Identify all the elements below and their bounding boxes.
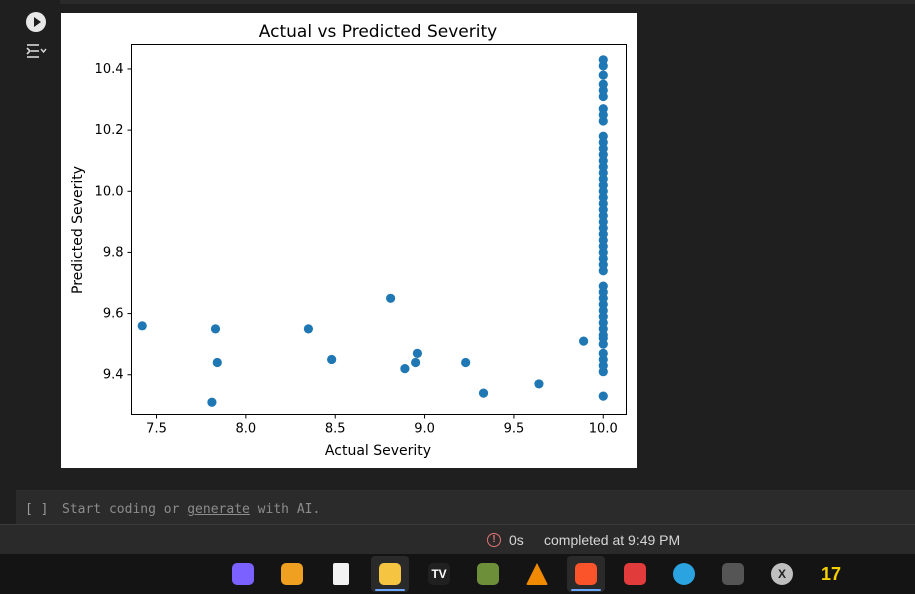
cell-run-bracket[interactable]: [ ] — [25, 502, 49, 517]
data-point — [327, 354, 337, 365]
file-explorer-icon — [379, 563, 401, 585]
error-circle-icon[interactable]: ! — [487, 533, 501, 547]
cell-spacer — [60, 468, 915, 488]
y-axis-label: Predicted Severity — [70, 166, 86, 294]
y-tick-label: 9.8 — [103, 245, 124, 260]
taskbar-file-explorer-button[interactable] — [371, 556, 409, 592]
data-point — [478, 388, 489, 398]
data-point — [598, 55, 608, 65]
plot-frame — [131, 44, 627, 415]
taskbar-copilot-button[interactable] — [224, 556, 262, 592]
generate-link[interactable]: generate — [187, 502, 250, 517]
x-tick-label: 9.0 — [414, 422, 435, 437]
data-point — [598, 104, 608, 114]
data-point — [303, 324, 314, 334]
data-point — [411, 357, 421, 368]
editor-placeholder[interactable]: Start coding or generate with AI. — [62, 502, 320, 517]
x-axis-label: Actual Severity — [325, 443, 431, 459]
cell-gutter — [0, 0, 60, 488]
plot-output: Actual vs Predicted Severity 7.5 8.0 8.5 9.… — [61, 13, 637, 468]
data-point — [598, 348, 608, 358]
placeholder-suffix: with AI. — [249, 502, 321, 517]
status-elapsed: 0s — [509, 532, 524, 548]
data-point — [212, 357, 222, 368]
status-completed: completed at 9:49 PM — [544, 532, 681, 548]
axis-ticks: 7.5 8.0 8.5 9.0 9.5 10.0 9.4 9.6 9.8 10.0 10.2 10.4 — [95, 62, 618, 437]
data-point — [598, 281, 608, 291]
taskbar-vlc-button[interactable] — [518, 556, 556, 592]
x-app-icon: X — [771, 563, 793, 585]
seventeen-app-icon: 17 — [820, 563, 842, 584]
placeholder-prefix: Start coding or — [62, 502, 188, 517]
tradingview-icon: TV — [428, 563, 450, 585]
data-point — [598, 70, 608, 80]
data-point — [412, 348, 423, 358]
y-tick-label: 10.4 — [95, 62, 124, 77]
chart-title: Actual vs Predicted Severity — [259, 22, 497, 42]
vlc-icon — [526, 563, 548, 585]
taskbar-truck-game-button[interactable] — [714, 556, 752, 592]
run-cell-button[interactable] — [26, 12, 46, 32]
status-bar: ! 0s completed at 9:49 PM — [0, 524, 915, 554]
data-point — [207, 397, 217, 407]
taskbar-telegram-button[interactable] — [665, 556, 703, 592]
browser-app-icon — [281, 563, 303, 585]
data-point — [598, 391, 608, 401]
taskbar-record-app-button[interactable] — [616, 556, 654, 592]
scatter-chart: Actual vs Predicted Severity 7.5 8.0 8.5 9.… — [70, 22, 627, 459]
data-point — [598, 131, 608, 141]
y-tick-label: 9.4 — [103, 368, 124, 383]
record-app-icon — [624, 563, 646, 585]
taskbar-browser-app-button[interactable] — [273, 556, 311, 592]
x-tick-label: 8.5 — [325, 422, 346, 437]
data-point — [579, 336, 589, 346]
data-point — [386, 293, 396, 303]
file-icon — [333, 563, 349, 585]
truck-game-icon — [722, 563, 744, 585]
brave-icon — [575, 563, 597, 585]
taskbar-gpu-app-button[interactable] — [469, 556, 507, 592]
data-point — [400, 364, 410, 374]
x-tick-label: 8.0 — [236, 422, 257, 437]
y-tick-label: 10.2 — [95, 123, 124, 138]
taskbar-x-app-button[interactable]: X — [763, 556, 801, 592]
active-indicator — [375, 589, 405, 591]
data-point — [534, 379, 544, 389]
output-settings-icon[interactable] — [25, 41, 47, 61]
taskbar: TV X 17 — [0, 554, 915, 594]
data-point — [461, 357, 471, 368]
top-divider — [0, 0, 915, 4]
telegram-icon — [673, 563, 695, 585]
data-point — [137, 321, 147, 331]
x-tick-label: 9.5 — [504, 422, 525, 437]
taskbar-file-button[interactable] — [322, 556, 360, 592]
copilot-icon — [232, 563, 254, 585]
code-cell[interactable]: [ ] Start coding or generate with AI. — [16, 490, 915, 524]
data-point — [210, 324, 221, 334]
y-tick-label: 9.6 — [103, 307, 124, 322]
data-point — [598, 79, 608, 89]
y-tick-label: 10.0 — [95, 184, 124, 199]
x-tick-label: 10.0 — [589, 422, 618, 437]
data-points — [137, 55, 608, 407]
taskbar-tradingview-button[interactable]: TV — [420, 556, 458, 592]
taskbar-seventeen-app-button[interactable]: 17 — [812, 556, 850, 592]
gpu-app-icon — [477, 563, 499, 585]
x-tick-label: 7.5 — [146, 422, 167, 437]
active-indicator — [571, 589, 601, 591]
taskbar-brave-button[interactable] — [567, 556, 605, 592]
